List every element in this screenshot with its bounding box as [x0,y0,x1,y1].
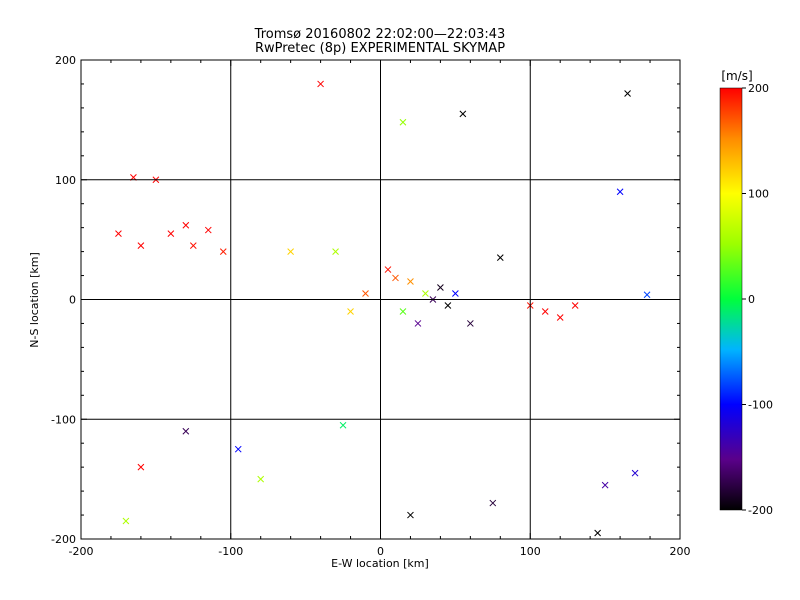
scatter-point [317,80,324,88]
chart-subtitle: RwPretec (8p) EXPERIMENTAL SKYMAP [255,41,505,56]
scatter-point [452,290,459,297]
x-tick-label: -100 [218,545,243,558]
scatter-point [384,266,392,273]
y-tick-label: -100 [51,413,76,426]
scatter-point [332,248,339,255]
x-axis-label: E-W location [km] [331,557,429,570]
y-tick-label: -200 [51,533,76,546]
scatter-point [616,188,624,196]
scatter-point [489,499,497,507]
scatter-point [414,320,422,327]
scatter-point [204,226,212,234]
scatter-point [437,284,444,291]
scatter-point [234,445,242,453]
colorbar-tick-label: 0 [748,293,755,306]
x-tick-label: 200 [670,545,691,558]
scatter-point [392,274,399,282]
colorbar-tick-label: -100 [748,399,773,412]
scatter-point [347,308,354,315]
scatter-point [601,481,609,489]
scatter-point [571,302,579,309]
scatter-point [444,302,452,309]
y-tick-label: 200 [55,54,76,67]
x-tick-label: 0 [377,545,384,558]
x-tick-label: 100 [520,545,541,558]
colorbar-ticks: -200 -100 0 100 200 [742,82,773,517]
scatter-point [496,254,504,261]
scatter-point [466,320,474,327]
scatter-point [594,529,601,537]
scatter-point [631,469,639,477]
x-tick-label: -200 [69,545,94,558]
scatter-point [399,308,407,315]
scatter-point [643,291,651,299]
scatter-point [182,427,190,435]
scatter-point [624,90,631,97]
colorbar-tick-label: -200 [748,504,773,517]
scatter-point [257,475,265,483]
scatter-point [422,290,429,297]
chart-title: Tromsø 20160802 22:02:00—22:03:43 [254,27,506,42]
scatter-points-layer [115,80,651,537]
grid-lines [81,60,680,539]
colorbar-tick-label: 200 [748,82,769,95]
scatter-point [219,248,227,255]
scatter-point [362,290,369,297]
axis-ticks: -200 -100 0 100 200 -200 -100 0 100 200 [51,54,690,558]
y-tick-label: 100 [55,174,76,187]
colorbar-label: [m/s] [721,69,752,83]
scatter-point [407,511,414,519]
scatter-point [541,308,549,315]
scatter-point [287,248,295,255]
scatter-point [189,242,197,249]
scatter-point [115,230,122,237]
scatter-point [137,242,145,249]
scatter-point [407,278,414,285]
scatter-point [122,517,130,525]
scatter-point [137,463,145,471]
scatter-point [556,314,564,321]
y-axis-label: N-S location [km] [28,252,41,348]
colorbar [719,87,743,511]
scatter-point [339,421,347,429]
scatter-point [459,110,467,118]
scatter-point [399,118,407,126]
y-tick-label: 0 [69,294,76,307]
scatter-point [182,221,190,229]
colorbar-tick-label: 100 [748,188,769,201]
scatter-point [167,230,175,237]
